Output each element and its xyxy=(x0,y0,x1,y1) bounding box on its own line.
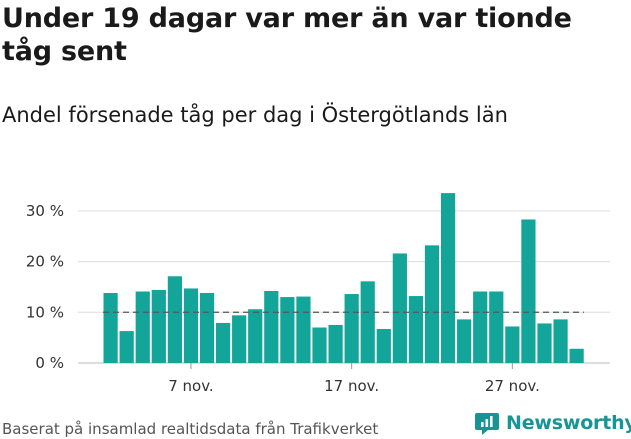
bar[interactable] xyxy=(232,315,247,363)
bar[interactable] xyxy=(135,291,150,363)
bar[interactable] xyxy=(392,253,407,363)
bar[interactable] xyxy=(151,289,166,363)
y-axis-ticks: 0 % 10 % 20 % 30 % xyxy=(26,202,64,372)
y-tick-label: 20 % xyxy=(26,253,64,271)
bar[interactable] xyxy=(440,193,456,363)
bar[interactable] xyxy=(103,293,118,363)
y-tick-label: 30 % xyxy=(26,202,64,220)
bar[interactable] xyxy=(248,309,263,363)
bar[interactable] xyxy=(505,326,520,363)
x-axis-ticks: 7 nov. 17 nov. 27 nov. xyxy=(168,363,540,395)
bar[interactable] xyxy=(537,323,552,363)
bar[interactable] xyxy=(167,276,182,363)
y-tick-label: 0 % xyxy=(35,354,64,372)
y-tick-label: 10 % xyxy=(26,303,64,321)
bar[interactable] xyxy=(199,293,215,363)
x-tick-label: 27 nov. xyxy=(485,377,540,395)
bar[interactable] xyxy=(296,296,311,363)
newsworthy-chart-logo-icon xyxy=(475,413,499,435)
bar[interactable] xyxy=(312,327,327,364)
bar[interactable] xyxy=(569,348,584,363)
x-tick-label: 7 nov. xyxy=(168,377,213,395)
bar[interactable] xyxy=(119,331,134,363)
bar[interactable] xyxy=(344,294,359,363)
source-note: Baserat på insamlad realtidsdata från Tr… xyxy=(2,420,379,438)
bar[interactable] xyxy=(489,291,504,363)
bar[interactable] xyxy=(457,319,472,363)
bar[interactable] xyxy=(328,324,343,363)
bar[interactable] xyxy=(408,296,424,363)
bar[interactable] xyxy=(264,290,279,363)
bar[interactable] xyxy=(553,319,568,363)
brand-name: Newsworthy xyxy=(506,412,631,434)
brand-logo[interactable]: Newsworthy xyxy=(474,410,631,436)
bar[interactable] xyxy=(473,291,488,363)
bar[interactable] xyxy=(521,219,536,363)
bar[interactable] xyxy=(280,297,295,363)
x-tick-label: 17 nov. xyxy=(324,377,379,395)
chart-subtitle: Andel försenade tåg per dag i Östergötla… xyxy=(2,103,508,127)
chart-title: Under 19 dagar var mer än var tionde tåg… xyxy=(2,3,572,67)
bar[interactable] xyxy=(215,322,231,363)
bar[interactable] xyxy=(376,329,391,363)
bar[interactable] xyxy=(424,245,440,363)
bars xyxy=(103,193,584,364)
bar[interactable] xyxy=(183,288,199,363)
bar[interactable] xyxy=(360,281,375,363)
